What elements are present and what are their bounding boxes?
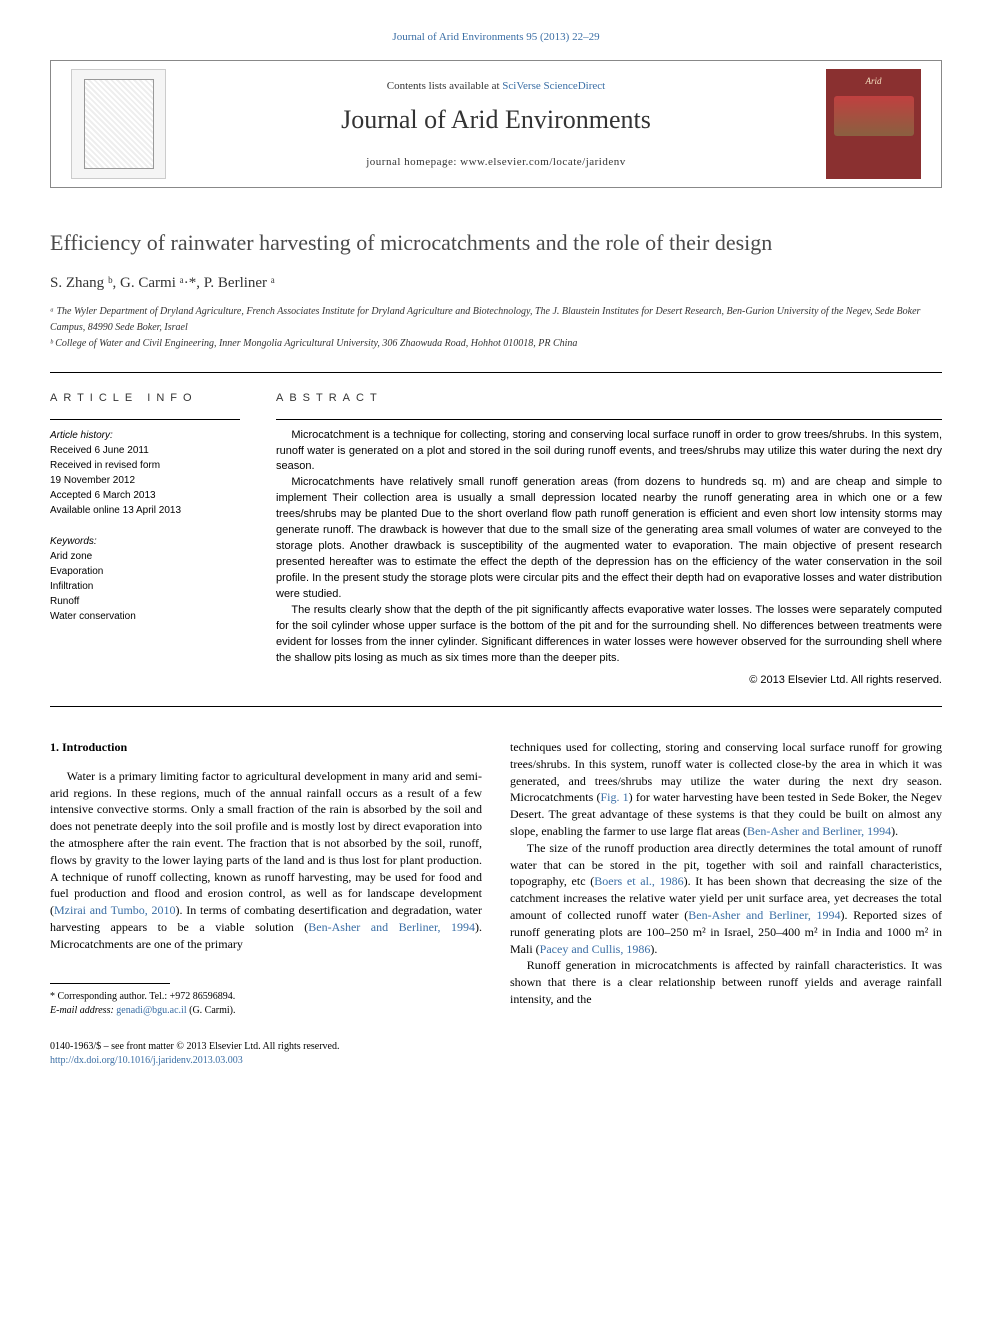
- article-history: Article history: Received 6 June 2011 Re…: [50, 419, 240, 518]
- col2-p2: The size of the runoff production area d…: [510, 840, 942, 958]
- intro-heading: 1. Introduction: [50, 739, 482, 756]
- column-right: techniques used for collecting, storing …: [510, 739, 942, 1068]
- ref-boers[interactable]: Boers et al., 1986: [594, 874, 683, 888]
- history-label: Article history:: [50, 430, 113, 441]
- contents-prefix: Contents lists available at: [387, 80, 502, 92]
- col2-p3: Runoff generation in microcatchments is …: [510, 957, 942, 1007]
- article-info-heading: ARTICLE INFO: [50, 391, 240, 406]
- column-left: 1. Introduction Water is a primary limit…: [50, 739, 482, 1068]
- col2-p1: techniques used for collecting, storing …: [510, 739, 942, 840]
- kw2: Evaporation: [50, 566, 103, 577]
- sciencedirect-link[interactable]: SciVerse ScienceDirect: [502, 80, 605, 92]
- elsevier-logo: [71, 69, 166, 179]
- body-columns: 1. Introduction Water is a primary limit…: [50, 739, 942, 1068]
- abstract-p1: Microcatchment is a technique for collec…: [276, 428, 942, 476]
- rule-top: [50, 372, 942, 373]
- info-abstract-row: ARTICLE INFO Article history: Received 6…: [50, 391, 942, 688]
- journal-homepage[interactable]: journal homepage: www.elsevier.com/locat…: [166, 155, 826, 170]
- ref-fig1[interactable]: Fig. 1: [600, 790, 628, 804]
- email-who: (G. Carmi).: [187, 1005, 236, 1016]
- keywords: Keywords: Arid zone Evaporation Infiltra…: [50, 534, 240, 624]
- email-link[interactable]: genadi@bgu.ac.il: [116, 1005, 186, 1016]
- bottom-info: 0140-1963/$ – see front matter © 2013 El…: [50, 1040, 482, 1068]
- front-matter: 0140-1963/$ – see front matter © 2013 El…: [50, 1040, 482, 1054]
- footnote-rule: [50, 983, 170, 984]
- received: Received 6 June 2011: [50, 445, 149, 456]
- doi-link[interactable]: http://dx.doi.org/10.1016/j.jaridenv.201…: [50, 1055, 243, 1066]
- journal-name: Journal of Arid Environments: [166, 102, 826, 138]
- intro-p1: Water is a primary limiting factor to ag…: [50, 768, 482, 953]
- ref-benasher-1[interactable]: Ben-Asher and Berliner, 1994: [308, 920, 475, 934]
- article-title: Efficiency of rainwater harvesting of mi…: [50, 228, 942, 259]
- revised-date: 19 November 2012: [50, 475, 135, 486]
- kw1: Arid zone: [50, 551, 92, 562]
- kw3: Infiltration: [50, 581, 93, 592]
- article-info: ARTICLE INFO Article history: Received 6…: [50, 391, 240, 688]
- rule-bottom: [50, 706, 942, 707]
- accepted: Accepted 6 March 2013: [50, 490, 156, 501]
- copyright: © 2013 Elsevier Ltd. All rights reserved…: [276, 673, 942, 688]
- online: Available online 13 April 2013: [50, 505, 181, 516]
- abstract-p3: The results clearly show that the depth …: [276, 603, 942, 667]
- cover-label: Arid: [865, 75, 881, 88]
- revised: Received in revised form: [50, 460, 160, 471]
- authors: S. Zhang ᵇ, G. Carmi ᵃ·*, P. Berliner ᵃ: [50, 273, 942, 294]
- ref-pacey[interactable]: Pacey and Cullis, 1986: [540, 942, 651, 956]
- footnote: * Corresponding author. Tel.: +972 86596…: [50, 990, 482, 1018]
- abstract-heading: ABSTRACT: [276, 391, 942, 406]
- abstract: ABSTRACT Microcatchment is a technique f…: [276, 391, 942, 688]
- abstract-p2: Microcatchments have relatively small ru…: [276, 475, 942, 603]
- affiliation-b: ᵇ College of Water and Civil Engineering…: [50, 336, 942, 352]
- kw5: Water conservation: [50, 611, 136, 622]
- corresponding-author: * Corresponding author. Tel.: +972 86596…: [50, 990, 482, 1004]
- ref-mzirai[interactable]: Mzirai and Tumbo, 2010: [54, 903, 176, 917]
- ref-benasher-2[interactable]: Ben-Asher and Berliner, 1994: [747, 824, 891, 838]
- affiliations: ᵃ The Wyler Department of Dryland Agricu…: [50, 304, 942, 352]
- email-label: E-mail address:: [50, 1005, 116, 1016]
- journal-cover: Arid: [826, 69, 921, 179]
- header-citation[interactable]: Journal of Arid Environments 95 (2013) 2…: [50, 30, 942, 45]
- contents-line: Contents lists available at SciVerse Sci…: [166, 79, 826, 94]
- header-center: Contents lists available at SciVerse Sci…: [166, 79, 826, 170]
- affiliation-a: ᵃ The Wyler Department of Dryland Agricu…: [50, 304, 942, 336]
- journal-header-box: Contents lists available at SciVerse Sci…: [50, 60, 942, 188]
- kw4: Runoff: [50, 596, 79, 607]
- ref-benasher-3[interactable]: Ben-Asher and Berliner, 1994: [688, 908, 840, 922]
- keywords-label: Keywords:: [50, 536, 97, 547]
